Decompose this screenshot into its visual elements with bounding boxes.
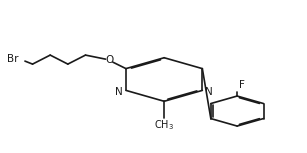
- Text: O: O: [105, 55, 113, 65]
- Text: Br: Br: [7, 54, 19, 64]
- Text: N: N: [115, 87, 123, 97]
- Text: F: F: [239, 80, 245, 90]
- Text: N: N: [205, 87, 213, 97]
- Text: CH$_3$: CH$_3$: [154, 119, 174, 132]
